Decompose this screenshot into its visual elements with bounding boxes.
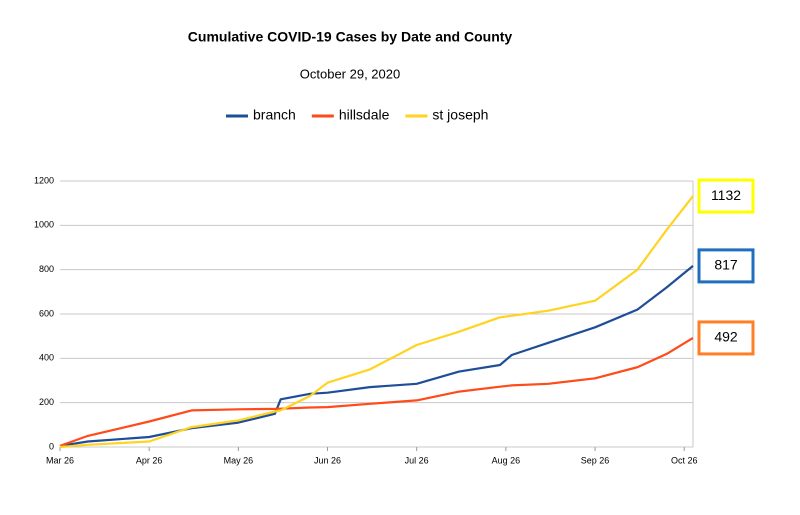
x-tick-label: Sep 26 — [581, 455, 610, 465]
y-tick-label: 1200 — [34, 175, 54, 185]
x-tick-label: Jun 26 — [314, 455, 341, 465]
series-line — [59, 195, 694, 449]
chart-subtitle: October 29, 2020 — [300, 66, 400, 81]
value-label: 492 — [714, 329, 738, 345]
x-tick-label: May 26 — [224, 455, 254, 465]
x-tick-label: Aug 26 — [492, 455, 521, 465]
series-line — [59, 336, 694, 447]
x-tick-label: Oct 26 — [671, 455, 698, 465]
y-tick-label: 1000 — [34, 220, 54, 230]
legend-label: hillsdale — [339, 107, 390, 123]
y-tick-label: 800 — [39, 264, 54, 274]
y-tick-label: 400 — [39, 353, 54, 363]
value-label: 1132 — [711, 187, 741, 203]
value-label-box — [697, 178, 755, 214]
value-label: 817 — [714, 257, 738, 273]
legend: branch hillsdale st joseph — [226, 107, 488, 123]
value-label-box — [697, 248, 755, 284]
y-tick-label: 600 — [39, 308, 54, 318]
x-tick-label: Mar 26 — [46, 455, 74, 465]
y-tick-label: 0 — [49, 441, 54, 451]
x-tick-label: Jul 26 — [405, 455, 429, 465]
legend-label: st joseph — [432, 107, 488, 123]
value-label-box — [697, 320, 755, 356]
legend-label: branch — [253, 107, 296, 123]
y-tick-label: 200 — [39, 397, 54, 407]
chart-title: Cumulative COVID-19 Cases by Date and Co… — [188, 29, 513, 45]
x-tick-label: Apr 26 — [136, 455, 163, 465]
